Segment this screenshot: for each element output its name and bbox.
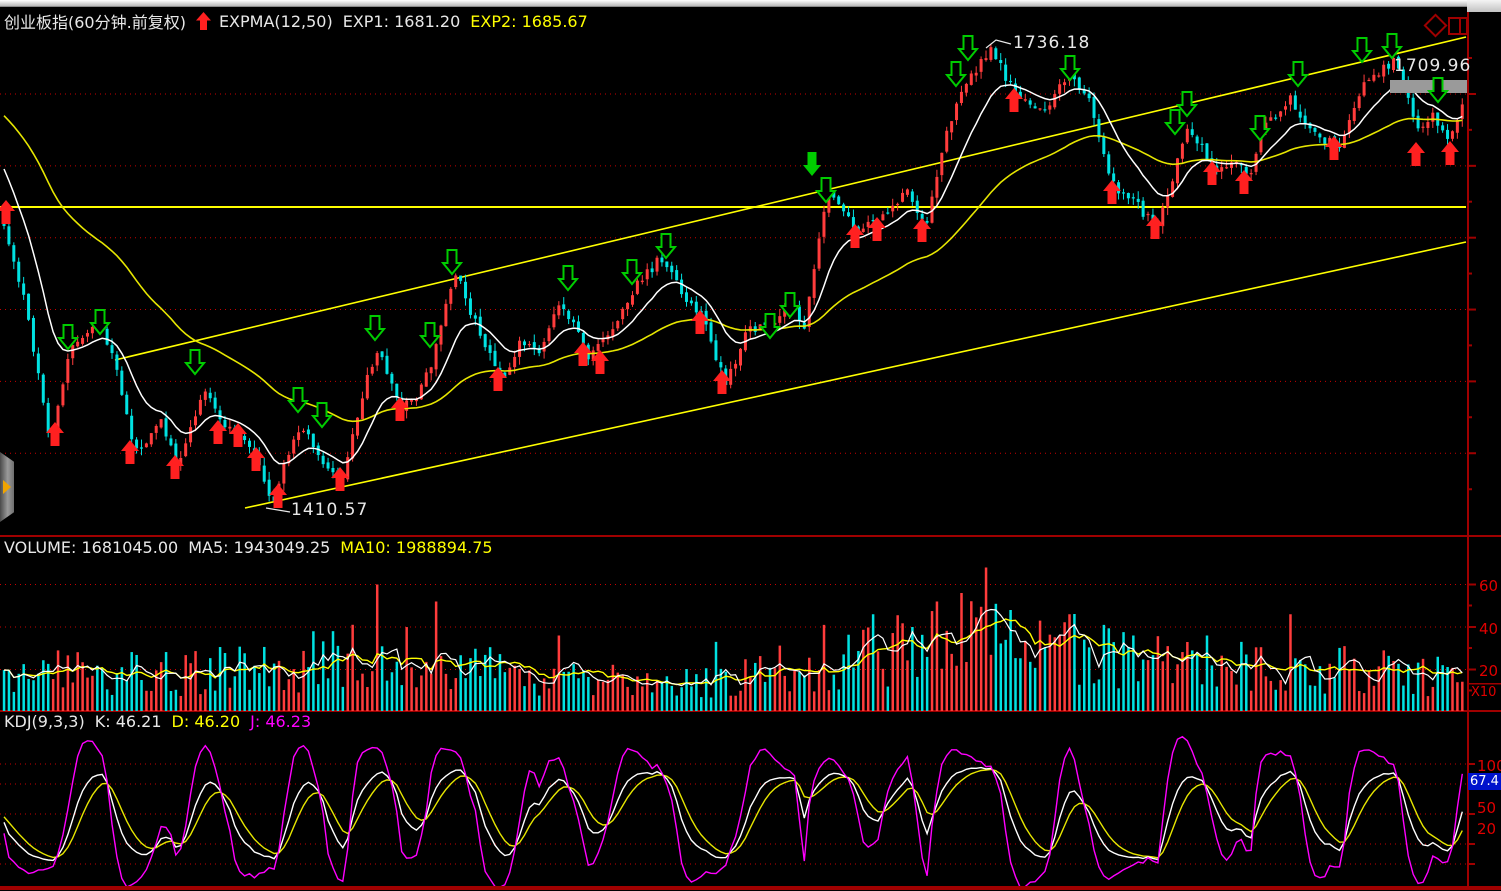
sell-signal-arrow — [1286, 61, 1310, 88]
label-leader-lines — [265, 39, 1012, 513]
volume-header: VOLUME: 1681045.00 MA5: 1943049.25 MA10:… — [4, 538, 503, 557]
split-window-divider — [1459, 19, 1461, 33]
kdj-k-value: K: 46.21 — [94, 712, 162, 731]
buy-signal-arrow — [166, 455, 184, 479]
sell-signal-arrow — [758, 313, 782, 340]
buy-signal-arrow — [269, 484, 287, 508]
volume-bars-layer — [2, 567, 1464, 711]
sell-signal-arrow — [1350, 37, 1374, 64]
main-chart-header: 创业板指(60分钟.前复权) EXPMA(12,50) EXP1: 1681.2… — [4, 9, 598, 33]
buy-signal-arrow — [713, 370, 731, 394]
buy-signal-arrow — [574, 342, 592, 366]
signal-arrows-layer — [0, 33, 1459, 508]
price-label: 1736.18 — [1013, 33, 1091, 53]
exp2-value: EXP2: 1685.67 — [470, 11, 588, 31]
trendlines-layer — [0, 36, 1467, 509]
buy-signal-arrow — [691, 310, 709, 334]
sell-signal-arrow — [1426, 77, 1450, 104]
sell-signal-arrow — [944, 61, 968, 88]
split-window-icon[interactable] — [1448, 17, 1468, 35]
sell-signal-arrow — [1058, 55, 1082, 82]
buy-signal-arrow — [1441, 141, 1459, 165]
sell-signal-arrow-solid — [803, 152, 821, 176]
buy-signal-arrow — [868, 217, 886, 241]
buy-signal-arrow — [1325, 136, 1343, 160]
sell-signal-arrow — [620, 259, 644, 286]
kdj-d-value: D: 46.20 — [171, 712, 241, 731]
sell-signal-arrow — [418, 322, 442, 349]
buy-signal-arrow — [591, 350, 609, 374]
volume-axis-label: 60 — [1479, 577, 1499, 595]
sell-signal-arrow — [778, 292, 802, 319]
sell-signal-arrow — [814, 177, 838, 204]
kdj-lines-layer — [3, 735, 1463, 886]
sell-signal-arrow — [1163, 109, 1187, 136]
sell-signal-arrow — [654, 233, 678, 260]
buy-signal-arrow — [1203, 161, 1221, 185]
window-titlebar-corner — [1467, 0, 1501, 12]
last-price-marker — [1390, 80, 1467, 93]
buy-signal-arrow — [1146, 215, 1164, 239]
window-titlebar-edge — [0, 0, 1501, 7]
sell-signal-arrow — [956, 35, 980, 62]
volume-value: VOLUME: 1681045.00 — [4, 538, 179, 557]
sell-signal-arrow — [1175, 91, 1199, 118]
volume-axis-label: 20 — [1479, 662, 1499, 680]
price-label: 1709.96 — [1394, 56, 1472, 76]
buy-signal-arrow — [1005, 88, 1023, 112]
channel-upper — [114, 36, 1467, 361]
gridlines-layer — [0, 93, 1466, 865]
up-arrow-icon — [195, 12, 211, 30]
indicator-name[interactable]: EXPMA(12,50) — [218, 11, 333, 31]
volume-axis-label: 40 — [1479, 620, 1499, 638]
buy-signal-arrow — [121, 440, 139, 464]
sell-signal-arrow — [310, 402, 334, 429]
expand-triangle-icon — [3, 480, 11, 494]
buy-signal-arrow — [1103, 180, 1121, 204]
sell-signal-arrow — [363, 315, 387, 342]
sell-signal-arrow — [1248, 115, 1272, 142]
kdj-axis-label: 20 — [1477, 820, 1497, 838]
channel-lower — [244, 241, 1467, 509]
sell-signal-arrow — [556, 265, 580, 292]
sell-signal-arrow — [1380, 33, 1404, 60]
volume-ma10-value: MA10: 1988894.75 — [340, 538, 493, 557]
volume-unit-label: X10 — [1471, 685, 1497, 700]
buy-signal-arrow — [229, 423, 247, 447]
buy-signal-arrow — [331, 467, 349, 491]
sell-signal-arrow — [56, 324, 80, 351]
buy-signal-arrow — [846, 224, 864, 248]
buy-signal-arrow — [1235, 170, 1253, 194]
symbol-title: 创业板指(60分钟.前复权) — [4, 13, 186, 32]
kdj-current-value-badge: 67.4 — [1468, 773, 1501, 790]
kdj-j-value: J: 46.23 — [250, 712, 312, 731]
buy-signal-arrow — [1407, 142, 1425, 166]
sell-signal-arrow — [183, 349, 207, 376]
buy-signal-arrow — [913, 218, 931, 242]
sell-signal-arrow — [286, 387, 310, 414]
buy-signal-arrow — [391, 397, 409, 421]
buy-signal-arrow — [209, 420, 227, 444]
buy-signal-arrow — [0, 200, 15, 224]
buy-signal-arrow — [247, 447, 265, 471]
price-label: 1410.57 — [291, 500, 369, 520]
volume-ma5-value: MA5: 1943049.25 — [188, 538, 331, 557]
kdj-header: KDJ(9,3,3) K: 46.21 D: 46.20 J: 46.23 — [4, 712, 321, 731]
kdj-axis-label: 100 — [1477, 757, 1501, 775]
buy-signal-arrow — [489, 367, 507, 391]
kdj-axis-label: 50 — [1477, 799, 1497, 817]
sell-signal-arrow — [88, 309, 112, 336]
sell-signal-arrow — [440, 249, 464, 276]
exp1-value: EXP1: 1681.20 — [342, 11, 461, 31]
sidebar-expand-tab[interactable] — [0, 452, 14, 522]
kdj-indicator-name[interactable]: KDJ(9,3,3) — [4, 712, 85, 731]
buy-signal-arrow — [46, 422, 64, 446]
